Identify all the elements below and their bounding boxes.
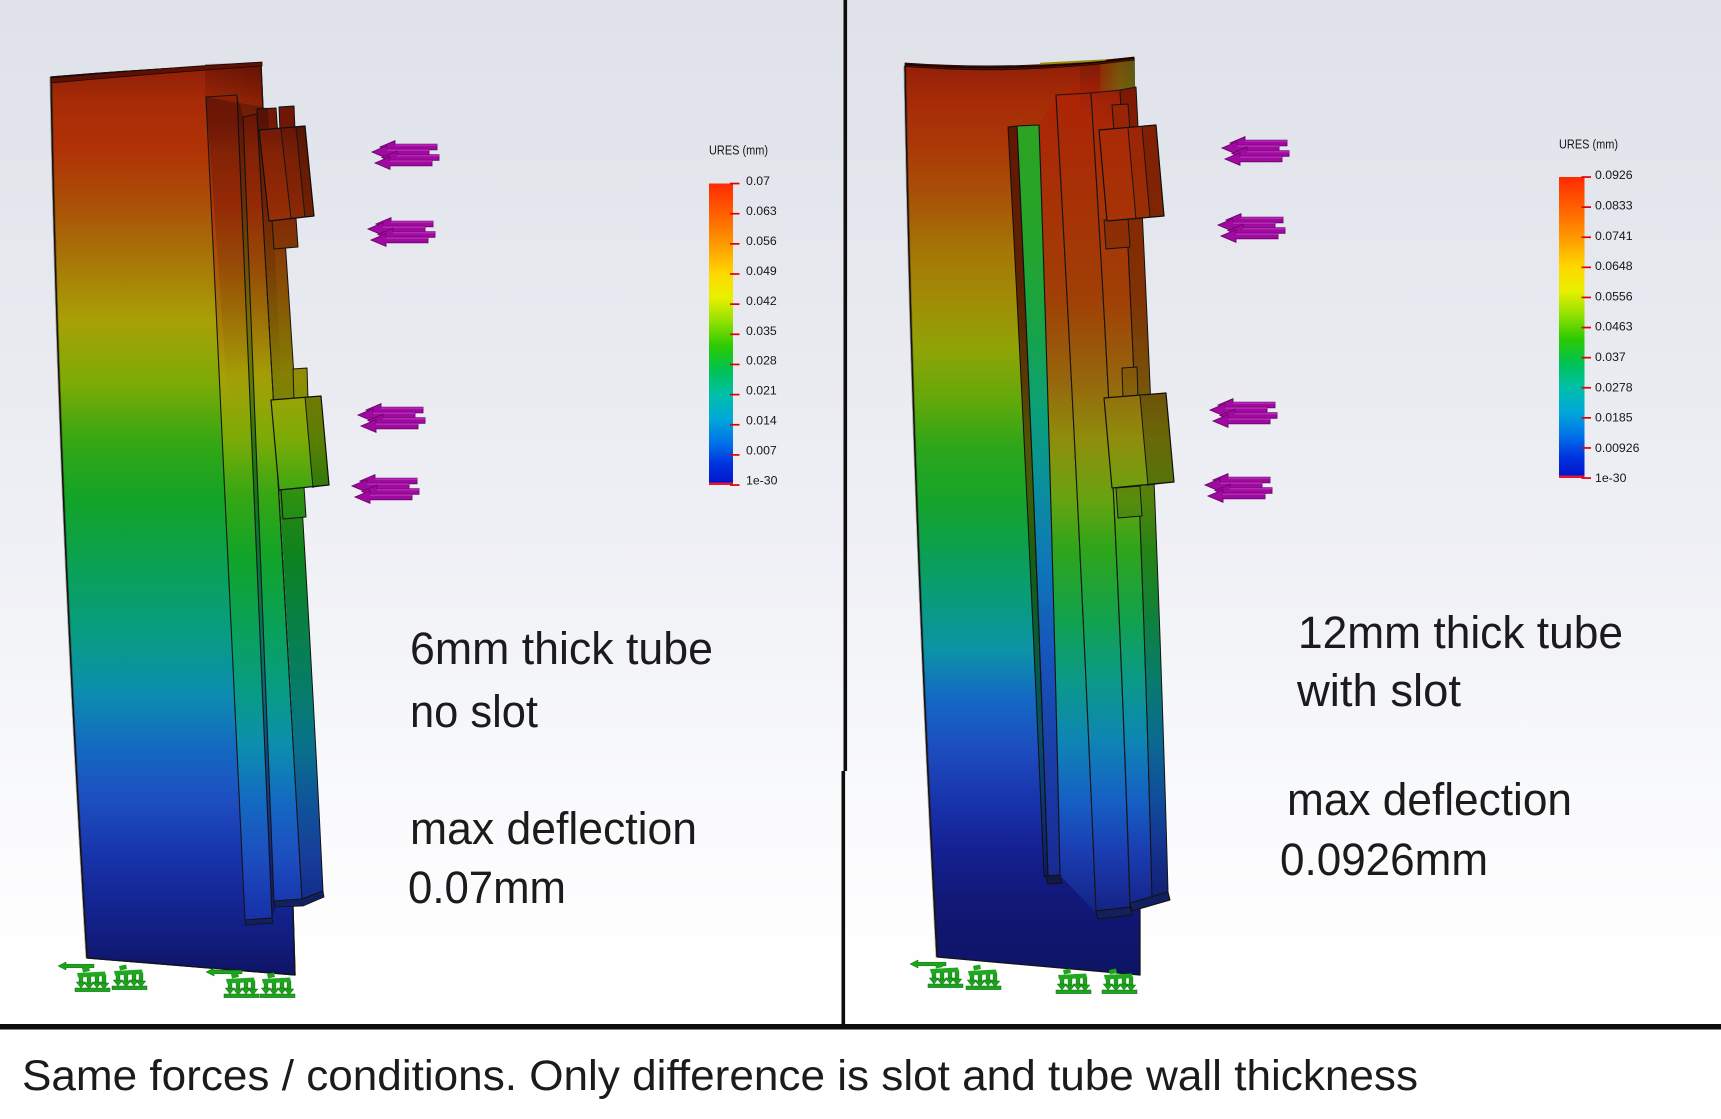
svg-text:with slot: with slot — [1296, 665, 1462, 716]
svg-text:12mm thick tube: 12mm thick tube — [1298, 607, 1623, 658]
svg-text:Same forces / conditions. Only: Same forces / conditions. Only differenc… — [22, 1052, 1418, 1100]
svg-text:no slot: no slot — [410, 686, 538, 737]
svg-text:1e-30: 1e-30 — [1595, 471, 1627, 485]
svg-text:URES (mm): URES (mm) — [709, 143, 768, 158]
svg-text:0.0185: 0.0185 — [1595, 411, 1633, 425]
svg-text:0.056: 0.056 — [746, 234, 777, 248]
svg-text:0.037: 0.037 — [1595, 350, 1626, 364]
svg-text:max deflection: max deflection — [410, 803, 697, 854]
svg-text:0.0556: 0.0556 — [1595, 289, 1633, 303]
svg-text:0.0926: 0.0926 — [1595, 168, 1633, 182]
svg-text:0.063: 0.063 — [746, 204, 777, 218]
svg-text:0.014: 0.014 — [746, 414, 777, 428]
svg-text:0.0648: 0.0648 — [1595, 259, 1633, 273]
svg-text:0.042: 0.042 — [746, 294, 777, 308]
svg-text:0.0463: 0.0463 — [1595, 320, 1633, 334]
svg-text:0.035: 0.035 — [746, 324, 777, 338]
svg-text:0.07: 0.07 — [746, 174, 770, 188]
svg-text:0.028: 0.028 — [746, 354, 777, 368]
svg-text:URES (mm): URES (mm) — [1559, 137, 1618, 152]
svg-text:0.0833: 0.0833 — [1595, 199, 1633, 213]
svg-text:0.049: 0.049 — [746, 264, 777, 278]
svg-text:max deflection: max deflection — [1287, 774, 1572, 825]
svg-text:0.0741: 0.0741 — [1595, 229, 1633, 243]
svg-text:0.0278: 0.0278 — [1595, 380, 1633, 394]
svg-text:0.07mm: 0.07mm — [408, 862, 566, 913]
svg-text:1e-30: 1e-30 — [746, 474, 778, 488]
svg-text:0.007: 0.007 — [746, 444, 777, 458]
svg-text:0.021: 0.021 — [746, 384, 777, 398]
svg-text:6mm thick tube: 6mm thick tube — [410, 623, 713, 674]
svg-text:0.0926mm: 0.0926mm — [1280, 834, 1488, 885]
svg-text:0.00926: 0.00926 — [1595, 441, 1640, 455]
